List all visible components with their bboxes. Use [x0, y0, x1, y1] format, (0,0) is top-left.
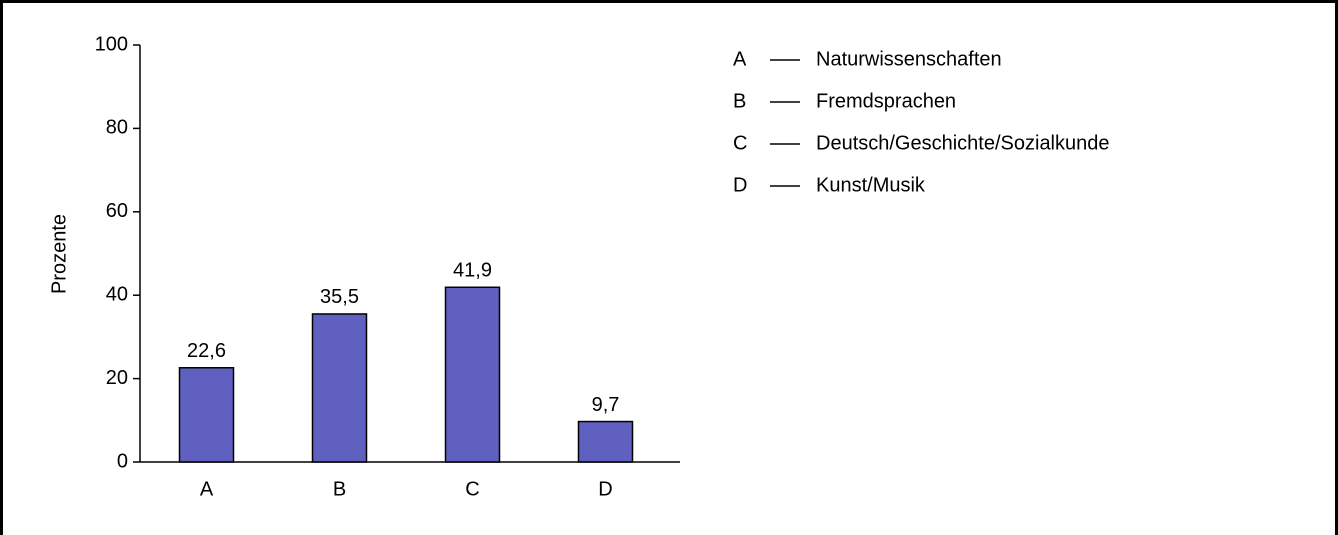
y-tick-label: 60 — [106, 200, 128, 222]
legend-label: Kunst/Musik — [816, 174, 926, 196]
bar — [577, 420, 634, 463]
x-tick-label: D — [598, 478, 612, 500]
y-axis-label: Prozente — [48, 214, 70, 294]
y-tick-label: 100 — [95, 33, 128, 55]
legend-label: Fremdsprachen — [816, 90, 956, 112]
value-label: 41,9 — [453, 260, 492, 282]
legend-key: D — [733, 174, 747, 196]
legend-key: A — [733, 48, 747, 70]
y-tick-label: 40 — [106, 283, 128, 305]
bar — [178, 367, 235, 463]
x-tick-label: A — [200, 478, 214, 500]
x-tick-label: C — [465, 478, 479, 500]
value-label: 22,6 — [187, 340, 226, 362]
bar — [311, 313, 368, 463]
y-tick-label: 20 — [106, 367, 128, 389]
value-label: 9,7 — [592, 394, 620, 416]
y-tick-label: 0 — [117, 450, 128, 472]
legend-key: C — [733, 132, 747, 154]
bar — [444, 286, 501, 463]
legend-label: Naturwissenschaften — [816, 48, 1002, 70]
legend-key: B — [733, 90, 746, 112]
legend-label: Deutsch/Geschichte/Sozialkunde — [816, 132, 1110, 154]
y-tick-label: 80 — [106, 117, 128, 139]
x-tick-label: B — [333, 478, 346, 500]
value-label: 35,5 — [320, 286, 359, 308]
